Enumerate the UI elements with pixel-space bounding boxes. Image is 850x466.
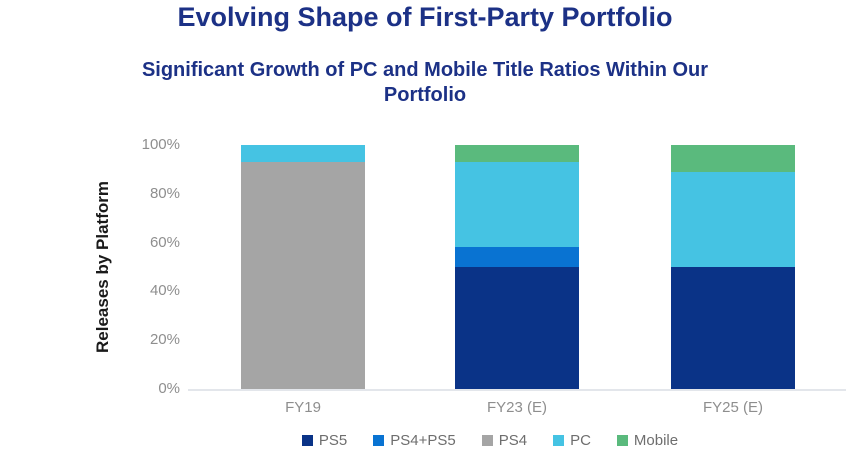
x-tick-label-fy23-e: FY23 (E) bbox=[486, 399, 548, 416]
bar-segment-mobile-fy23-e bbox=[455, 145, 579, 163]
page-title: Evolving Shape of First-Party Portfolio bbox=[177, 2, 673, 32]
legend: PS5 PS4+PS5 PS4 PC Mobile bbox=[160, 432, 820, 449]
bar-segment-ps5-fy23-e bbox=[455, 267, 579, 389]
y-tick-label-100: 100% bbox=[141, 136, 180, 153]
y-axis-title: Releases by Platform bbox=[93, 181, 112, 353]
y-tick-label-80: 80% bbox=[149, 184, 180, 202]
bar-fy23-e bbox=[455, 145, 579, 389]
legend-label: Mobile bbox=[633, 432, 679, 449]
legend-swatch-icon bbox=[553, 435, 565, 446]
bar-segment-ps5-fy25-e bbox=[671, 267, 795, 389]
y-tick-label-0: 0% bbox=[158, 380, 180, 397]
legend-item-pc: PC bbox=[553, 432, 591, 449]
y-tick-label-20: 20% bbox=[149, 331, 180, 349]
legend-swatch-icon bbox=[481, 435, 493, 446]
bar-fy19 bbox=[241, 145, 365, 389]
legend-swatch-icon bbox=[301, 435, 313, 446]
bar-segment-pc-fy25-e bbox=[671, 171, 795, 267]
chart-subtitle: Significant Growth of PC and Mobile Titl… bbox=[141, 59, 709, 106]
legend-label: PS4 bbox=[498, 432, 528, 449]
legend-swatch-icon bbox=[616, 435, 628, 446]
legend-label: PC bbox=[570, 432, 591, 449]
bar-segment-ps4-fy19 bbox=[241, 162, 365, 389]
x-tick-label-fy19: FY19 bbox=[285, 399, 321, 416]
legend-item-ps4-ps5: PS4+PS5 bbox=[373, 432, 456, 449]
legend-label: PS4+PS5 bbox=[390, 432, 456, 449]
legend-item-ps5: PS5 bbox=[301, 432, 348, 449]
bar-segment-pc-fy19 bbox=[241, 145, 365, 163]
bar-fy25-e bbox=[671, 145, 795, 389]
y-tick-label-60: 60% bbox=[149, 233, 180, 251]
bar-segment-pc-fy23-e bbox=[455, 162, 579, 248]
legend-item-mobile: Mobile bbox=[616, 432, 679, 449]
y-tick-label-40: 40% bbox=[149, 282, 180, 300]
x-tick-label-fy25-e: FY25 (E) bbox=[702, 399, 764, 416]
legend-label: PS5 bbox=[318, 432, 348, 449]
legend-item-ps4: PS4 bbox=[481, 432, 528, 449]
legend-swatch-icon bbox=[373, 435, 385, 446]
bar-segment-mobile-fy25-e bbox=[671, 145, 795, 172]
bar-segment-ps4-ps5-fy23-e bbox=[455, 247, 579, 267]
plot-area bbox=[188, 145, 846, 391]
